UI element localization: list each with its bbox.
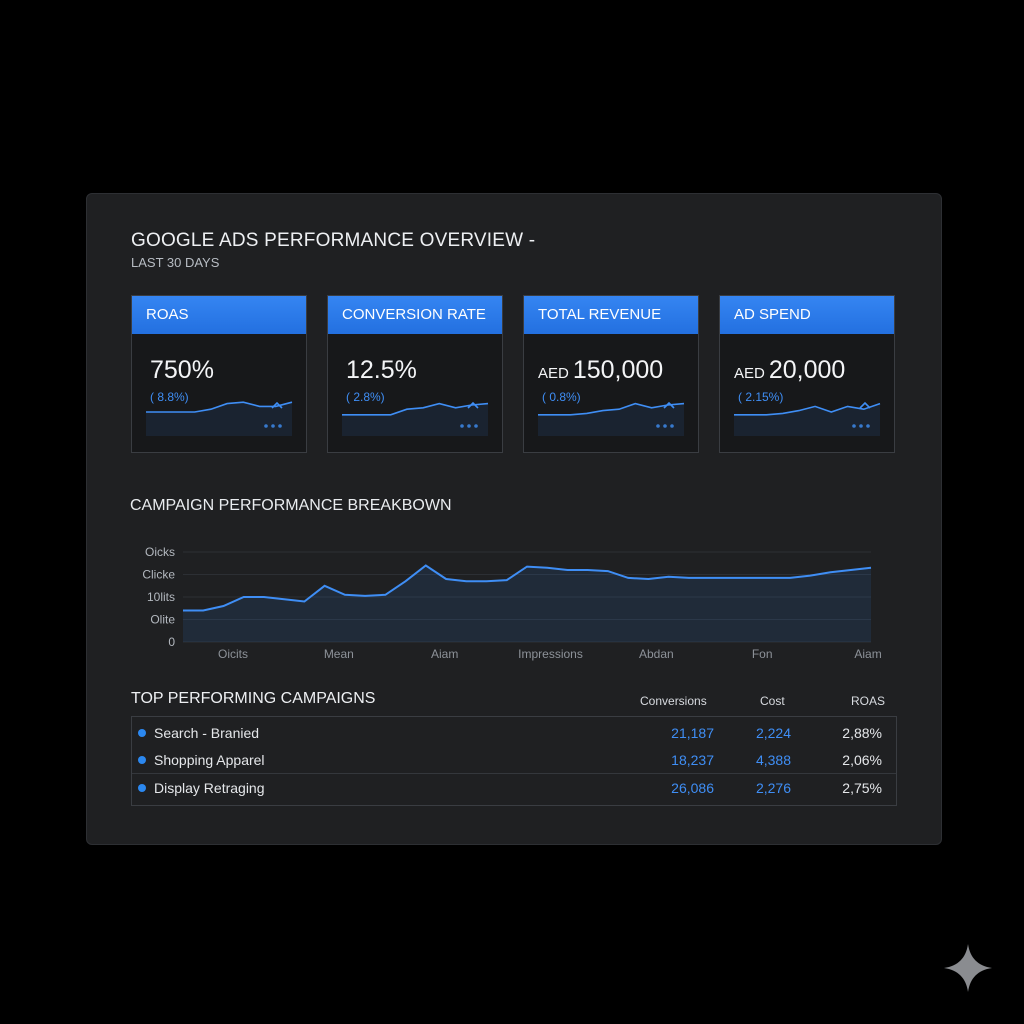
cost-value: 2,276 <box>755 780 791 796</box>
sparkline-line <box>538 402 685 416</box>
sparkline-area <box>734 403 880 436</box>
pager-dot <box>474 424 478 428</box>
trend-up-icon <box>467 401 479 409</box>
pager-dot <box>271 424 275 428</box>
table-row[interactable]: Shopping Apparel 18,237 4,388 2,06% <box>132 746 896 774</box>
x-tick-label: Impressions <box>518 647 583 661</box>
y-tick-label: Oicks <box>145 545 175 559</box>
kpi-sparkline <box>342 401 489 436</box>
conversions-value: 18,237 <box>671 752 714 768</box>
page-subtitle: LAST 30 DAYS <box>131 255 220 270</box>
column-header-cost[interactable]: Cost <box>760 694 785 708</box>
kpi-delta: ( 0.8%) <box>542 390 581 404</box>
series-area <box>183 565 871 642</box>
kpi-delta: ( 8.8%) <box>150 390 189 404</box>
sparkline-line <box>342 402 489 416</box>
kpi-card-conversion-rate[interactable]: CONVERSION RATE 12.5% ( 2.8%) <box>327 295 503 453</box>
pager-dot <box>866 424 870 428</box>
sparkline-area <box>146 402 292 436</box>
roas-value: 2,88% <box>842 725 882 741</box>
kpi-value: 750% <box>146 356 214 385</box>
kpi-delta: ( 2.8%) <box>346 390 385 404</box>
kpi-value: AED 150,000 <box>538 356 663 385</box>
bullet-dot <box>138 729 146 737</box>
trend-up-icon <box>663 401 675 409</box>
cost-value: 4,388 <box>755 752 791 768</box>
y-tick-label: Clicke <box>142 568 175 582</box>
y-tick-label: 0 <box>168 635 175 649</box>
kpi-label: ROAS <box>132 296 306 334</box>
kpi-number: 20,000 <box>768 356 846 384</box>
x-tick-label: Abdan <box>639 647 674 661</box>
pager-dot <box>859 424 863 428</box>
kpi-label: TOTAL REVENUE <box>524 296 698 334</box>
campaigns-table: Search - Branied 21,187 2,224 2,88% Shop… <box>131 716 897 806</box>
breakdown-title: CAMPAIGN PERFORMANCE BREAKBOWN <box>130 497 452 514</box>
pager-dot <box>460 424 464 428</box>
sparkline-line <box>146 401 293 413</box>
trend-up-icon <box>271 401 283 409</box>
x-tick-label: Mean <box>324 647 354 661</box>
kpi-sparkline <box>538 401 685 436</box>
roas-value: 2,06% <box>842 752 882 768</box>
x-tick-label: Aiam <box>854 647 881 661</box>
pager-dot <box>278 424 282 428</box>
kpi-label: CONVERSION RATE <box>328 296 502 334</box>
roas-value: 2,75% <box>842 780 882 796</box>
kpi-card-ad-spend[interactable]: AD SPEND AED 20,000 ( 2.15%) <box>719 295 895 453</box>
kpi-delta: ( 2.15%) <box>738 390 784 404</box>
pager-dot <box>852 424 856 428</box>
top-campaigns-title: TOP PERFORMING CAMPAIGNS <box>131 690 376 707</box>
y-tick-label: Olite <box>150 613 175 627</box>
x-tick-label: Fon <box>752 647 773 661</box>
kpi-value: 12.5% <box>342 356 417 385</box>
kpi-currency: AED <box>538 365 569 382</box>
x-tick-label: Aiam <box>431 647 458 661</box>
campaign-line-chart: Oicks Clicke 10lits Olite 0 Oicits Mean Aiam Imp… <box>142 545 881 661</box>
dashboard-panel: GOOGLE ADS PERFORMANCE OVERVIEW - LAST 3… <box>86 193 942 845</box>
sparkline-line <box>734 402 881 416</box>
kpi-sparkline <box>734 401 881 436</box>
campaign-name: Shopping Apparel <box>154 752 265 768</box>
conversions-value: 21,187 <box>671 725 714 741</box>
sparkle-icon <box>944 944 992 992</box>
conversions-value: 26,086 <box>671 780 714 796</box>
pager-dot <box>467 424 471 428</box>
table-row[interactable]: Display Retraging 26,086 2,276 2,75% <box>132 773 896 802</box>
series-line <box>183 564 872 612</box>
campaign-name: Search - Branied <box>154 725 260 741</box>
column-header-conversions[interactable]: Conversions <box>640 694 707 708</box>
sparkline-area <box>342 403 488 436</box>
kpi-number: 150,000 <box>572 356 664 384</box>
kpi-value: AED 20,000 <box>734 356 845 385</box>
kpi-currency: AED <box>734 365 765 382</box>
column-header-roas[interactable]: ROAS <box>851 694 886 708</box>
sparkline-area <box>538 403 684 436</box>
cost-value: 2,224 <box>755 725 791 741</box>
kpi-sparkline <box>146 401 293 436</box>
pager-dot <box>663 424 667 428</box>
kpi-card-total-revenue[interactable]: TOTAL REVENUE AED 150,000 ( 0.8%) <box>523 295 699 453</box>
pager-dot <box>656 424 660 428</box>
trend-up-icon <box>859 401 871 409</box>
x-tick-label: Oicits <box>218 647 248 661</box>
pager-dot <box>264 424 268 428</box>
y-tick-label: 10lits <box>147 590 175 604</box>
bullet-dot <box>138 756 146 764</box>
table-row[interactable]: Search - Branied 21,187 2,224 2,88% <box>132 719 896 747</box>
bullet-dot <box>138 784 146 792</box>
kpi-number: 750% <box>150 356 214 384</box>
kpi-card-roas[interactable]: ROAS 750% ( 8.8%) <box>131 295 307 453</box>
campaign-name: Display Retraging <box>154 780 265 796</box>
kpi-number: 12.5% <box>346 356 417 384</box>
kpi-label: AD SPEND <box>720 296 894 334</box>
page-title: GOOGLE ADS PERFORMANCE OVERVIEW - <box>131 230 536 251</box>
pager-dot <box>670 424 674 428</box>
